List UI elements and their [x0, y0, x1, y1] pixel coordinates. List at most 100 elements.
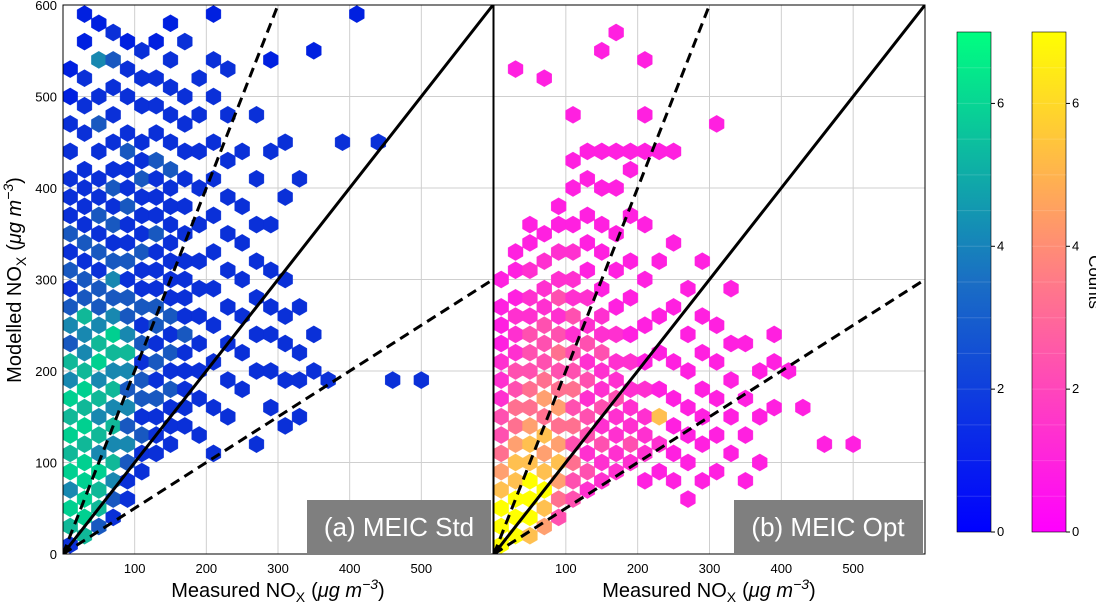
hexbin [494, 270, 509, 289]
hexbin [494, 444, 509, 463]
hexbin [536, 517, 552, 536]
y-axis-label: Modelled NOX(μg m−3) [0, 177, 29, 383]
y-tick-label: 100 [35, 456, 57, 471]
hexbin [191, 179, 207, 197]
hexbin [522, 526, 538, 545]
hexbin [494, 389, 509, 408]
x-tick-label: 200 [627, 561, 649, 576]
hexbin [579, 206, 595, 225]
hexbin [105, 78, 121, 97]
hexbin [63, 426, 78, 444]
hexbin [608, 179, 624, 197]
hexbin [651, 407, 667, 426]
y-tick-label: 300 [35, 273, 57, 288]
panel-b-frame [493, 4, 926, 555]
hexbin [191, 334, 207, 353]
hexbin [665, 471, 682, 490]
colorbar-std-gradient [956, 31, 992, 533]
panel-a-label-box [307, 500, 491, 554]
hexbin [76, 288, 93, 307]
colorbar-opt-gradient [1031, 31, 1067, 533]
hexbin [162, 14, 179, 33]
hexbin [608, 426, 624, 444]
hexbin [594, 215, 610, 234]
hexbin [220, 371, 236, 390]
hexbin [263, 362, 279, 380]
hexbin [709, 462, 725, 481]
hexbin [119, 490, 136, 508]
hexbin [205, 206, 222, 225]
hexbin [608, 444, 624, 463]
x-tick-label: 100 [124, 561, 146, 576]
hexbin [723, 279, 739, 298]
panel-b-ticks: 100 200 300 400 500 [555, 561, 864, 576]
hexbin [680, 325, 696, 344]
hexbin [349, 5, 365, 23]
y-tick-label: 400 [35, 181, 57, 196]
hexbin [637, 444, 653, 463]
colorbar-tick-label: 0 [997, 524, 1004, 539]
hexbin [795, 398, 811, 417]
panel-b-hexbins [494, 23, 861, 554]
hexbin [248, 252, 265, 271]
hexbin [220, 261, 236, 280]
hexbin [220, 224, 236, 243]
hexbin [148, 353, 164, 371]
y-tick-label: 0 [50, 547, 57, 562]
hexbin [622, 398, 639, 417]
hexbin [536, 69, 552, 88]
hexbin [277, 133, 293, 152]
hexbin [694, 307, 710, 325]
panel-a-ticks: 100 200 300 400 500 0 100 200 300 400 500 600 [35, 0, 432, 576]
hexbin [551, 197, 567, 216]
hexbin [205, 169, 222, 188]
hexbin [162, 105, 179, 124]
hexbin [306, 325, 322, 344]
x-tick-label: 500 [410, 561, 432, 576]
hexbin [191, 252, 207, 271]
hexbin [63, 389, 78, 408]
hexbin [191, 389, 207, 408]
colorbar-opt-ticks: 0 2 4 6 [1032, 67, 1079, 539]
hexbin [594, 471, 610, 490]
hexbin [723, 444, 739, 463]
hexbin [565, 380, 581, 399]
hexbin [780, 362, 797, 380]
hexbin [76, 270, 93, 289]
hexbin [220, 298, 236, 316]
reference-line-1to1 [63, 5, 493, 554]
hexbin [494, 353, 509, 371]
panel-a: (a) MEIC Std [62, 4, 494, 555]
hexbin [191, 426, 207, 444]
hexbin [594, 243, 610, 261]
hexbin [622, 252, 639, 271]
hexbin [680, 426, 696, 444]
reference-line-dashed [494, 5, 711, 554]
hexbin [248, 435, 265, 454]
hexbin [291, 169, 308, 188]
hexbin [63, 87, 78, 106]
hexbin [494, 426, 509, 444]
hexbin [579, 389, 595, 408]
x-tick-label: 300 [699, 561, 721, 576]
hexbin [119, 87, 136, 106]
hexbin [205, 316, 222, 335]
hexbin [148, 124, 164, 142]
hexbin [63, 444, 78, 463]
hexbin [723, 407, 739, 426]
panel-b-label: (b) MEIC Opt [751, 512, 905, 542]
hexbin [91, 353, 107, 371]
colorbar-tick-label: 2 [1072, 381, 1079, 396]
hexbin [162, 133, 179, 152]
hexbin [579, 261, 595, 280]
hexbin [234, 270, 250, 289]
hexbin [579, 353, 595, 371]
hexbin [105, 23, 121, 42]
hexbin [651, 462, 667, 481]
hexbin [119, 179, 136, 197]
hexbin [119, 124, 136, 142]
hexbin [119, 288, 136, 307]
hexbin [665, 142, 682, 161]
hexbin [608, 224, 624, 243]
hexbin [637, 215, 653, 234]
